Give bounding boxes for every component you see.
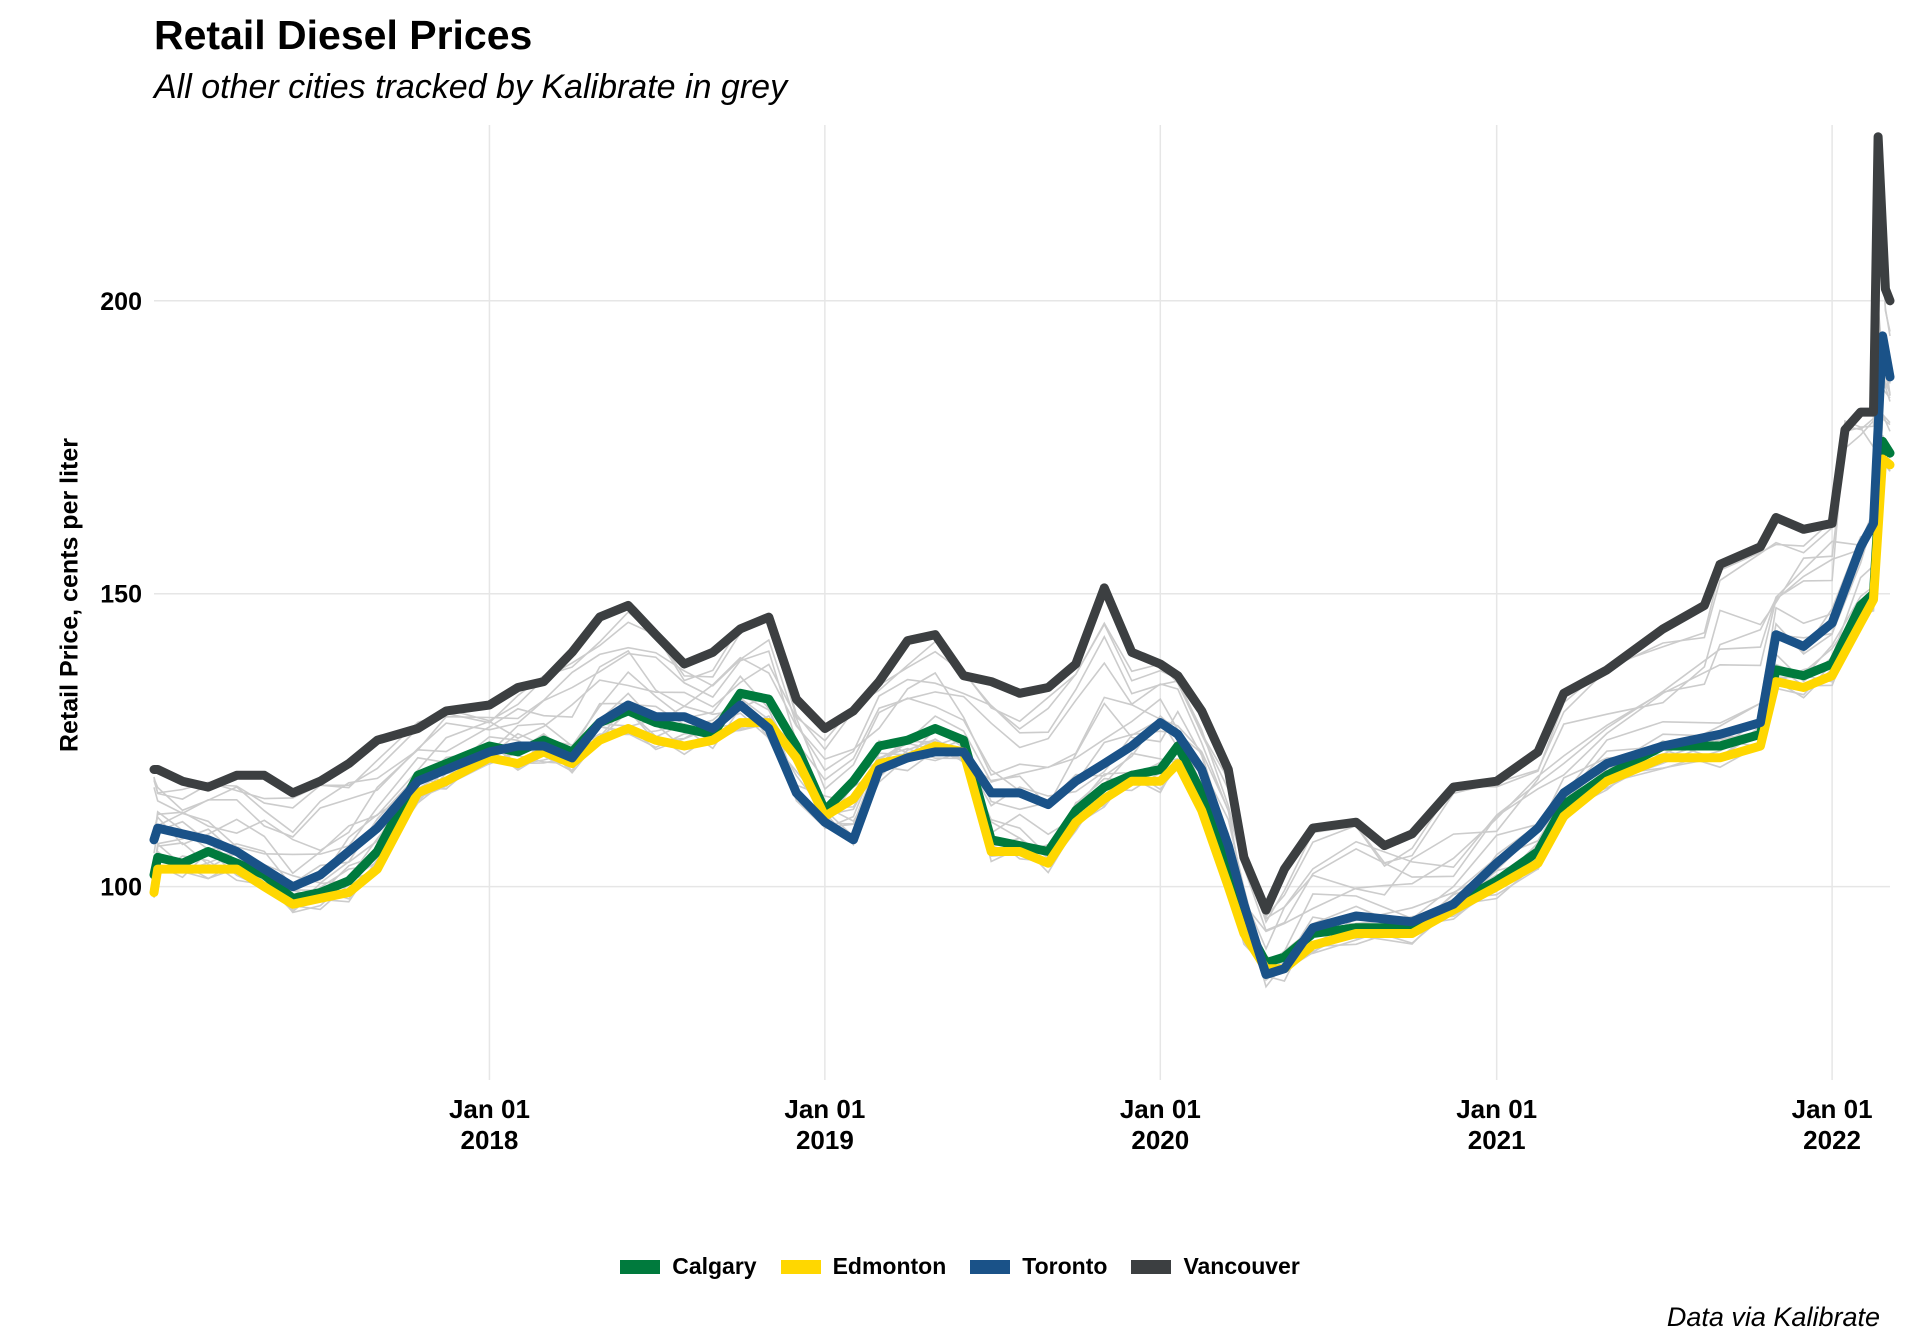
chart-title: Retail Diesel Prices	[154, 12, 533, 58]
grey-city-line	[153, 417, 1891, 981]
x-tick-label: 2022	[1803, 1125, 1861, 1155]
x-tick-label: 2021	[1468, 1125, 1526, 1155]
legend-item-calgary: Calgary	[620, 1253, 757, 1280]
chart-caption: Data via Kalibrate	[1666, 1302, 1880, 1332]
legend-label: Vancouver	[1183, 1253, 1300, 1279]
y-tick-label: 100	[100, 874, 142, 902]
grey-city-line	[153, 377, 1891, 932]
x-tick-label: 2019	[796, 1125, 854, 1155]
legend-item-edmonton: Edmonton	[780, 1253, 947, 1280]
series-line-edmonton	[149, 454, 1895, 974]
x-tick-label: 2020	[1131, 1125, 1189, 1155]
legend-item-vancouver: Vancouver	[1131, 1253, 1300, 1280]
x-tick-label: Jan 01	[449, 1094, 530, 1124]
x-tick-label: Jan 01	[1456, 1094, 1537, 1124]
x-tick-label: Jan 01	[1120, 1094, 1201, 1124]
series-line-toronto	[149, 331, 1895, 979]
x-tick-label: 2018	[461, 1125, 519, 1155]
y-tick-label: 200	[100, 288, 142, 316]
legend-swatch	[620, 1259, 661, 1274]
grey-city-line	[153, 349, 1891, 989]
chart-subtitle: All other cities tracked by Kalibrate in…	[154, 68, 788, 106]
legend-swatch	[970, 1259, 1011, 1274]
grey-city-line	[153, 460, 1891, 982]
legend-item-toronto: Toronto	[970, 1253, 1107, 1280]
x-tick-label: Jan 01	[1792, 1094, 1873, 1124]
legend: Calgary Edmonton Toronto Vancouver	[0, 1253, 1920, 1280]
grey-city-line	[153, 359, 1891, 975]
grey-city-line	[153, 449, 1891, 962]
series-line-vancouver	[149, 132, 1895, 915]
legend-swatch	[780, 1259, 821, 1274]
series-line-calgary	[149, 436, 1895, 968]
legend-label: Toronto	[1022, 1253, 1108, 1279]
legend-label: Calgary	[672, 1253, 757, 1279]
y-tick-label: 150	[100, 581, 142, 609]
x-tick-label: Jan 01	[784, 1094, 865, 1124]
grey-city-line	[153, 434, 1891, 973]
grey-city-line	[153, 306, 1891, 951]
legend-swatch	[1131, 1259, 1172, 1274]
legend-label: Edmonton	[832, 1253, 947, 1279]
